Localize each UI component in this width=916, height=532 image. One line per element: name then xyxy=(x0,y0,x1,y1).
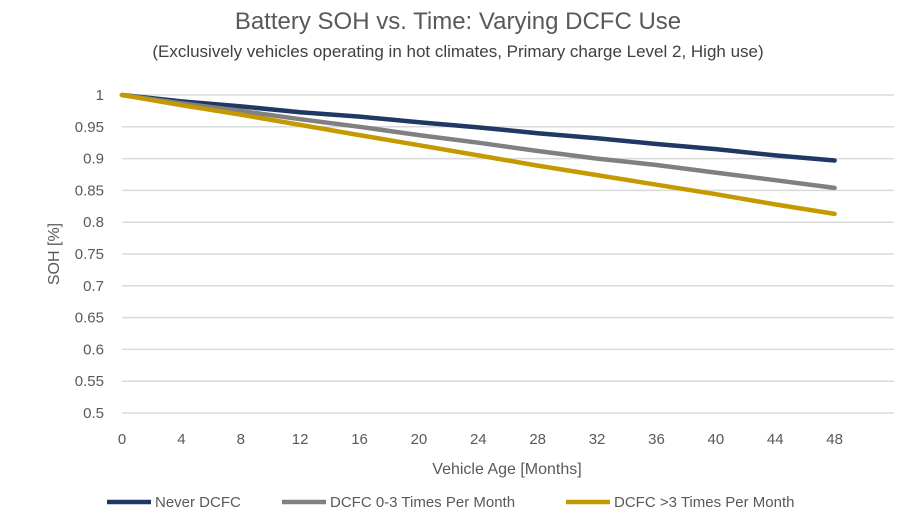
x-tick-label: 48 xyxy=(826,431,843,448)
x-tick-label: 16 xyxy=(351,431,368,448)
x-tick-label: 0 xyxy=(118,431,126,448)
y-tick-label: 0.8 xyxy=(83,214,104,231)
y-axis-label: SOH [%] xyxy=(46,223,63,285)
y-tick-label: 0.5 xyxy=(83,405,104,422)
x-tick-label: 44 xyxy=(767,431,784,448)
y-tick-label: 1 xyxy=(96,87,104,104)
legend-label: DCFC >3 Times Per Month xyxy=(614,494,794,511)
y-tick-label: 0.85 xyxy=(75,182,104,199)
y-tick-label: 0.55 xyxy=(75,373,104,390)
chart-title: Battery SOH vs. Time: Varying DCFC Use xyxy=(234,8,682,35)
series-line-1 xyxy=(119,92,837,191)
legend-label: Never DCFC xyxy=(155,494,241,511)
y-tick-label: 0.7 xyxy=(83,278,104,295)
x-tick-label: 32 xyxy=(589,431,606,448)
y-tick-label: 0.65 xyxy=(75,310,104,327)
x-axis-label: Vehicle Age [Months] xyxy=(432,461,581,478)
x-tick-label: 40 xyxy=(708,431,725,448)
x-tick-label: 24 xyxy=(470,431,487,448)
chart-subtitle: (Exclusively vehicles operating in hot c… xyxy=(152,42,764,61)
y-tick-label: 0.95 xyxy=(75,119,104,136)
x-tick-label: 4 xyxy=(177,431,185,448)
series-line-0 xyxy=(119,92,837,163)
legend-label: DCFC 0-3 Times Per Month xyxy=(330,494,515,511)
x-tick-label: 12 xyxy=(292,431,309,448)
x-tick-label: 8 xyxy=(237,431,245,448)
y-tick-label: 0.75 xyxy=(75,246,104,263)
x-tick-label: 20 xyxy=(411,431,428,448)
y-tick-label: 0.6 xyxy=(83,341,104,358)
x-tick-label: 28 xyxy=(529,431,546,448)
x-tick-label: 36 xyxy=(648,431,665,448)
series-line-2 xyxy=(119,92,837,217)
y-tick-label: 0.9 xyxy=(83,151,104,168)
